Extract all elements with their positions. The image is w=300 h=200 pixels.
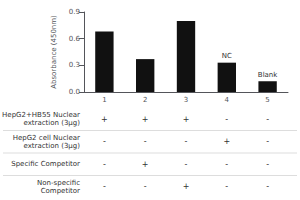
svg-text:-: - [225, 182, 228, 191]
svg-text:NC: NC [222, 52, 232, 60]
svg-text:-: - [185, 160, 188, 169]
svg-text:+: + [183, 115, 190, 124]
svg-text:0.3: 0.3 [69, 61, 80, 69]
svg-text:-: - [103, 182, 106, 191]
svg-text:0.0: 0.0 [69, 88, 80, 96]
svg-text:-: - [225, 160, 228, 169]
svg-text:Competitor: Competitor [41, 187, 80, 195]
svg-text:HepG2+HB55 Nuclear: HepG2+HB55 Nuclear [2, 111, 80, 119]
svg-text:+: + [183, 182, 190, 191]
svg-text:-: - [144, 182, 147, 191]
svg-text:1: 1 [102, 96, 106, 104]
svg-text:Specific Competitor: Specific Competitor [11, 160, 80, 168]
svg-text:-: - [266, 160, 269, 169]
svg-text:extraction (3μg): extraction (3μg) [23, 142, 80, 150]
svg-text:+: + [223, 137, 230, 146]
svg-text:5: 5 [265, 96, 269, 104]
svg-text:Non-specific: Non-specific [37, 179, 80, 187]
svg-text:-: - [225, 115, 228, 124]
svg-text:Absorbance (450nm): Absorbance (450nm) [50, 15, 58, 89]
svg-text:-: - [266, 182, 269, 191]
svg-text:-: - [266, 115, 269, 124]
svg-text:HepG2 cell Nuclear: HepG2 cell Nuclear [13, 134, 80, 142]
svg-text:2: 2 [143, 96, 147, 104]
svg-text:-: - [144, 137, 147, 146]
svg-text:0.9: 0.9 [69, 8, 80, 16]
svg-text:Blank: Blank [258, 71, 278, 79]
svg-text:0.6: 0.6 [69, 35, 81, 43]
svg-text:-: - [103, 137, 106, 146]
svg-text:-: - [103, 160, 106, 169]
svg-text:+: + [142, 115, 149, 124]
svg-text:4: 4 [225, 96, 230, 104]
svg-text:extraction (3μg): extraction (3μg) [23, 119, 80, 127]
svg-text:3: 3 [184, 96, 188, 104]
svg-text:-: - [266, 137, 269, 146]
svg-text:+: + [142, 160, 149, 169]
svg-text:-: - [185, 137, 188, 146]
svg-text:+: + [101, 115, 108, 124]
